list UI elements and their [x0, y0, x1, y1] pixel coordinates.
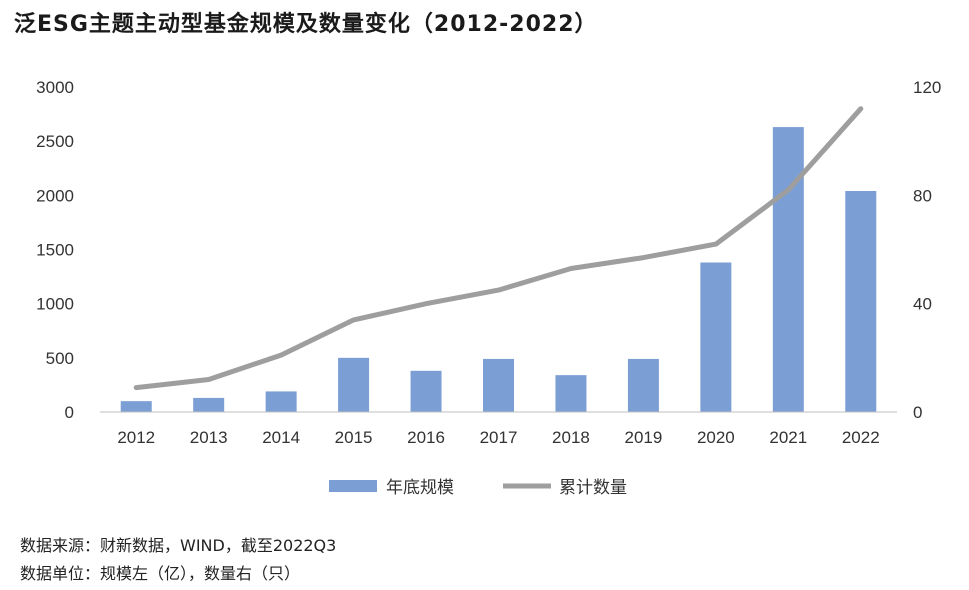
bar-2017 — [483, 358, 514, 412]
x-axis-tick-label: 2013 — [190, 428, 228, 447]
x-axis-tick-label: 2021 — [769, 428, 807, 447]
right-axis-tick-label: 40 — [913, 295, 932, 314]
left-axis: 0 500 1000 1500 2000 2500 3000 — [36, 78, 74, 422]
left-axis-tick-label: 2000 — [36, 186, 74, 205]
bar-2016 — [410, 370, 442, 412]
left-axis-tick-label: 0 — [65, 403, 74, 422]
chart-title: 泛ESG主题主动型基金规模及数量变化（2012-2022） — [14, 12, 598, 37]
bar-series — [120, 127, 877, 412]
legend: 年底规模 累计数量 — [329, 478, 627, 498]
left-axis-tick-label: 3000 — [36, 78, 74, 97]
x-axis: 2012 2013 2014 2015 2016 2017 2018 2019 2020 2021… — [117, 428, 879, 447]
bar-2018 — [555, 375, 587, 412]
bar-2021 — [772, 127, 804, 412]
legend-bar-swatch — [329, 480, 377, 492]
line-series — [133, 106, 864, 391]
x-axis-tick-label: 2020 — [697, 428, 735, 447]
x-axis-tick-label: 2015 — [335, 428, 373, 447]
bar-2015 — [338, 357, 370, 412]
data-source-note: 数据来源：财新数据，WIND，截至2022Q3 — [20, 536, 337, 555]
right-axis-tick-label: 80 — [913, 186, 932, 205]
x-axis-tick-label: 2012 — [117, 428, 155, 447]
bar-2013 — [193, 397, 225, 412]
x-axis-tick-label: 2017 — [480, 428, 518, 447]
x-axis-tick-label: 2014 — [262, 428, 300, 447]
data-unit-note: 数据单位：规模左（亿），数量右（只） — [20, 564, 301, 583]
bar-2022 — [845, 191, 877, 412]
left-axis-tick-label: 500 — [46, 349, 74, 368]
legend-bar-label: 年底规模 — [386, 478, 454, 498]
x-axis-tick-label: 2016 — [407, 428, 445, 447]
x-axis-tick-label: 2019 — [624, 428, 662, 447]
right-axis: 0 40 80 120 — [913, 78, 941, 422]
left-axis-tick-label: 2500 — [36, 132, 74, 151]
right-axis-tick-label: 0 — [913, 403, 922, 422]
x-axis-tick-label: 2022 — [842, 428, 880, 447]
cumulative-count-line — [133, 106, 864, 391]
bar-2019 — [627, 358, 659, 412]
left-axis-tick-label: 1000 — [36, 295, 74, 314]
bar-2020 — [700, 262, 732, 412]
x-axis-tick-label: 2018 — [552, 428, 590, 447]
bar-2012 — [120, 401, 152, 412]
bar-2014 — [265, 391, 297, 412]
right-axis-tick-label: 120 — [913, 78, 941, 97]
legend-line-label: 累计数量 — [559, 478, 627, 498]
left-axis-tick-label: 1500 — [36, 241, 74, 260]
